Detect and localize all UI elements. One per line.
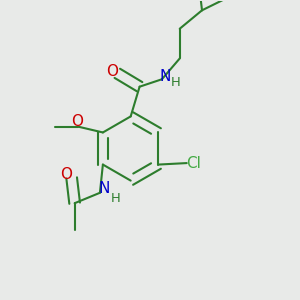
Text: N: N: [160, 69, 171, 84]
Text: O: O: [72, 114, 84, 129]
Text: O: O: [60, 167, 72, 182]
Text: O: O: [106, 64, 118, 79]
Text: Cl: Cl: [186, 156, 201, 171]
Text: N: N: [98, 182, 110, 196]
Text: H: H: [110, 192, 120, 205]
Text: H: H: [170, 76, 180, 89]
